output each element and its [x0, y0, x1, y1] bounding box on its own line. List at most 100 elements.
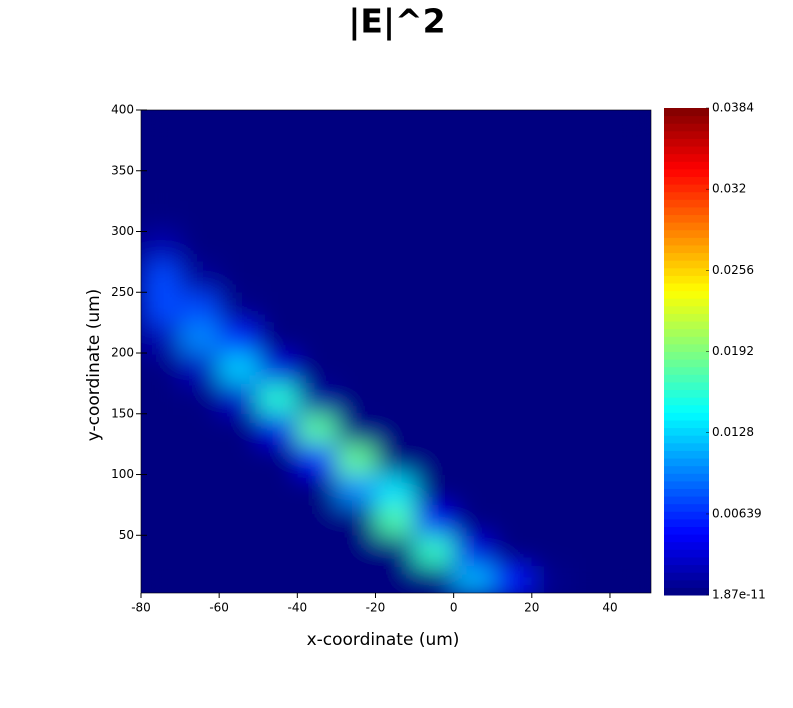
heatmap-cell — [336, 413, 376, 445]
heatmap-cell — [336, 170, 376, 202]
heatmap-cell — [180, 140, 220, 172]
heatmap-cell — [609, 110, 650, 141]
heatmap-cell — [609, 474, 650, 506]
colorbar-step — [664, 412, 709, 421]
colorbar-tick-label: 0.0256 — [712, 263, 754, 277]
y-tick-label: 250 — [111, 285, 134, 299]
colorbar-step — [664, 442, 709, 451]
heatmap-cell — [570, 261, 611, 293]
heatmap-cell — [375, 110, 416, 141]
heatmap-cell — [258, 535, 298, 567]
heatmap-cell — [531, 170, 572, 202]
heatmap-cell — [414, 322, 455, 354]
heatmap-cell — [141, 565, 181, 593]
heatmap-cell — [219, 292, 259, 324]
heatmap-cell — [375, 140, 416, 172]
heatmap-cell — [492, 565, 533, 593]
heatmap-cell — [375, 383, 416, 415]
heatmap-cell — [414, 110, 455, 141]
heatmap-cell — [492, 504, 533, 536]
heatmap-cell — [414, 353, 455, 384]
heatmap-cell — [531, 261, 572, 293]
heatmap-cell — [453, 231, 494, 263]
y-tick-label: 100 — [111, 467, 134, 481]
colorbar-step — [664, 427, 709, 436]
heatmap-cell — [414, 140, 455, 172]
heatmap-cell — [609, 383, 650, 415]
colorbar-step — [664, 199, 709, 208]
colorbar-step — [664, 404, 709, 413]
y-tick-label: 200 — [111, 346, 134, 360]
colorbar-step — [664, 275, 709, 284]
colorbar-step — [664, 511, 709, 520]
heatmap-cell — [414, 535, 455, 567]
heatmap-cell — [219, 322, 259, 354]
heatmap-cell — [336, 474, 376, 506]
heatmap-cell — [414, 231, 455, 263]
heatmap-cell — [531, 140, 572, 172]
y-tick-label: 50 — [119, 528, 134, 542]
y-tick-label: 150 — [111, 406, 134, 420]
heatmap-cell — [180, 322, 220, 354]
heatmap-cell — [219, 261, 259, 293]
heatmap-cell — [297, 383, 337, 415]
colorbar-step — [664, 237, 709, 246]
heatmap-cell — [141, 474, 181, 506]
heatmap-cell — [570, 474, 611, 506]
heatmap-cell — [453, 140, 494, 172]
heatmap-cell — [180, 201, 220, 233]
heatmap-cell — [453, 170, 494, 202]
colorbar-step — [664, 153, 709, 162]
colorbar-step — [664, 435, 709, 444]
heatmap-cell — [336, 292, 376, 324]
heatmap-cell — [336, 110, 376, 141]
heatmap-cell — [531, 110, 572, 141]
colorbar-step — [664, 450, 709, 459]
heatmap-cell — [219, 474, 259, 506]
colorbar-tick-label: 1.87e-11 — [712, 588, 766, 602]
heatmap-cell — [180, 444, 220, 476]
heatmap-cell — [258, 140, 298, 172]
colorbar-step — [664, 115, 709, 124]
heatmap-cell — [219, 383, 259, 415]
heatmap-cell — [258, 353, 298, 384]
heatmap-cell — [570, 383, 611, 415]
heatmap-cell — [219, 110, 259, 141]
heatmap-cell — [492, 110, 533, 141]
colorbar-step — [664, 343, 709, 352]
heatmap-cell — [609, 565, 650, 593]
heatmap-cell — [297, 170, 337, 202]
heatmap-cells — [141, 110, 650, 593]
heatmap-cell — [609, 444, 650, 476]
heatmap-cell — [219, 140, 259, 172]
heatmap-cell — [414, 565, 455, 593]
heatmap-cell — [141, 413, 181, 445]
heatmap-cell — [297, 292, 337, 324]
heatmap-cell — [258, 170, 298, 202]
colorbar-step — [664, 419, 709, 429]
colorbar-step — [664, 184, 709, 193]
colorbar-step — [664, 161, 709, 170]
colorbar-tick-label: 0.032 — [712, 182, 746, 196]
heatmap-cell — [531, 322, 572, 354]
colorbar-step — [664, 267, 709, 276]
heatmap-cell — [492, 261, 533, 293]
heatmap-cell — [492, 322, 533, 354]
colorbar-step — [664, 305, 709, 314]
heatmap-cell — [453, 535, 494, 567]
heatmap-cell — [141, 110, 181, 141]
colorbar-step — [664, 374, 709, 383]
x-tick-label: -60 — [209, 601, 229, 615]
colorbar-step — [664, 328, 709, 337]
colorbar-step — [664, 244, 709, 254]
heatmap-cell — [414, 292, 455, 324]
heatmap-cell — [375, 170, 416, 202]
colorbar-step — [664, 465, 709, 474]
heatmap-cell — [492, 474, 533, 506]
colorbar-step — [664, 389, 709, 398]
x-axis-label: x-coordinate (um) — [307, 630, 460, 650]
heatmap-cell — [531, 535, 572, 567]
colorbar-step — [664, 191, 709, 200]
colorbar-step — [664, 313, 709, 322]
colorbar-step — [664, 321, 709, 330]
